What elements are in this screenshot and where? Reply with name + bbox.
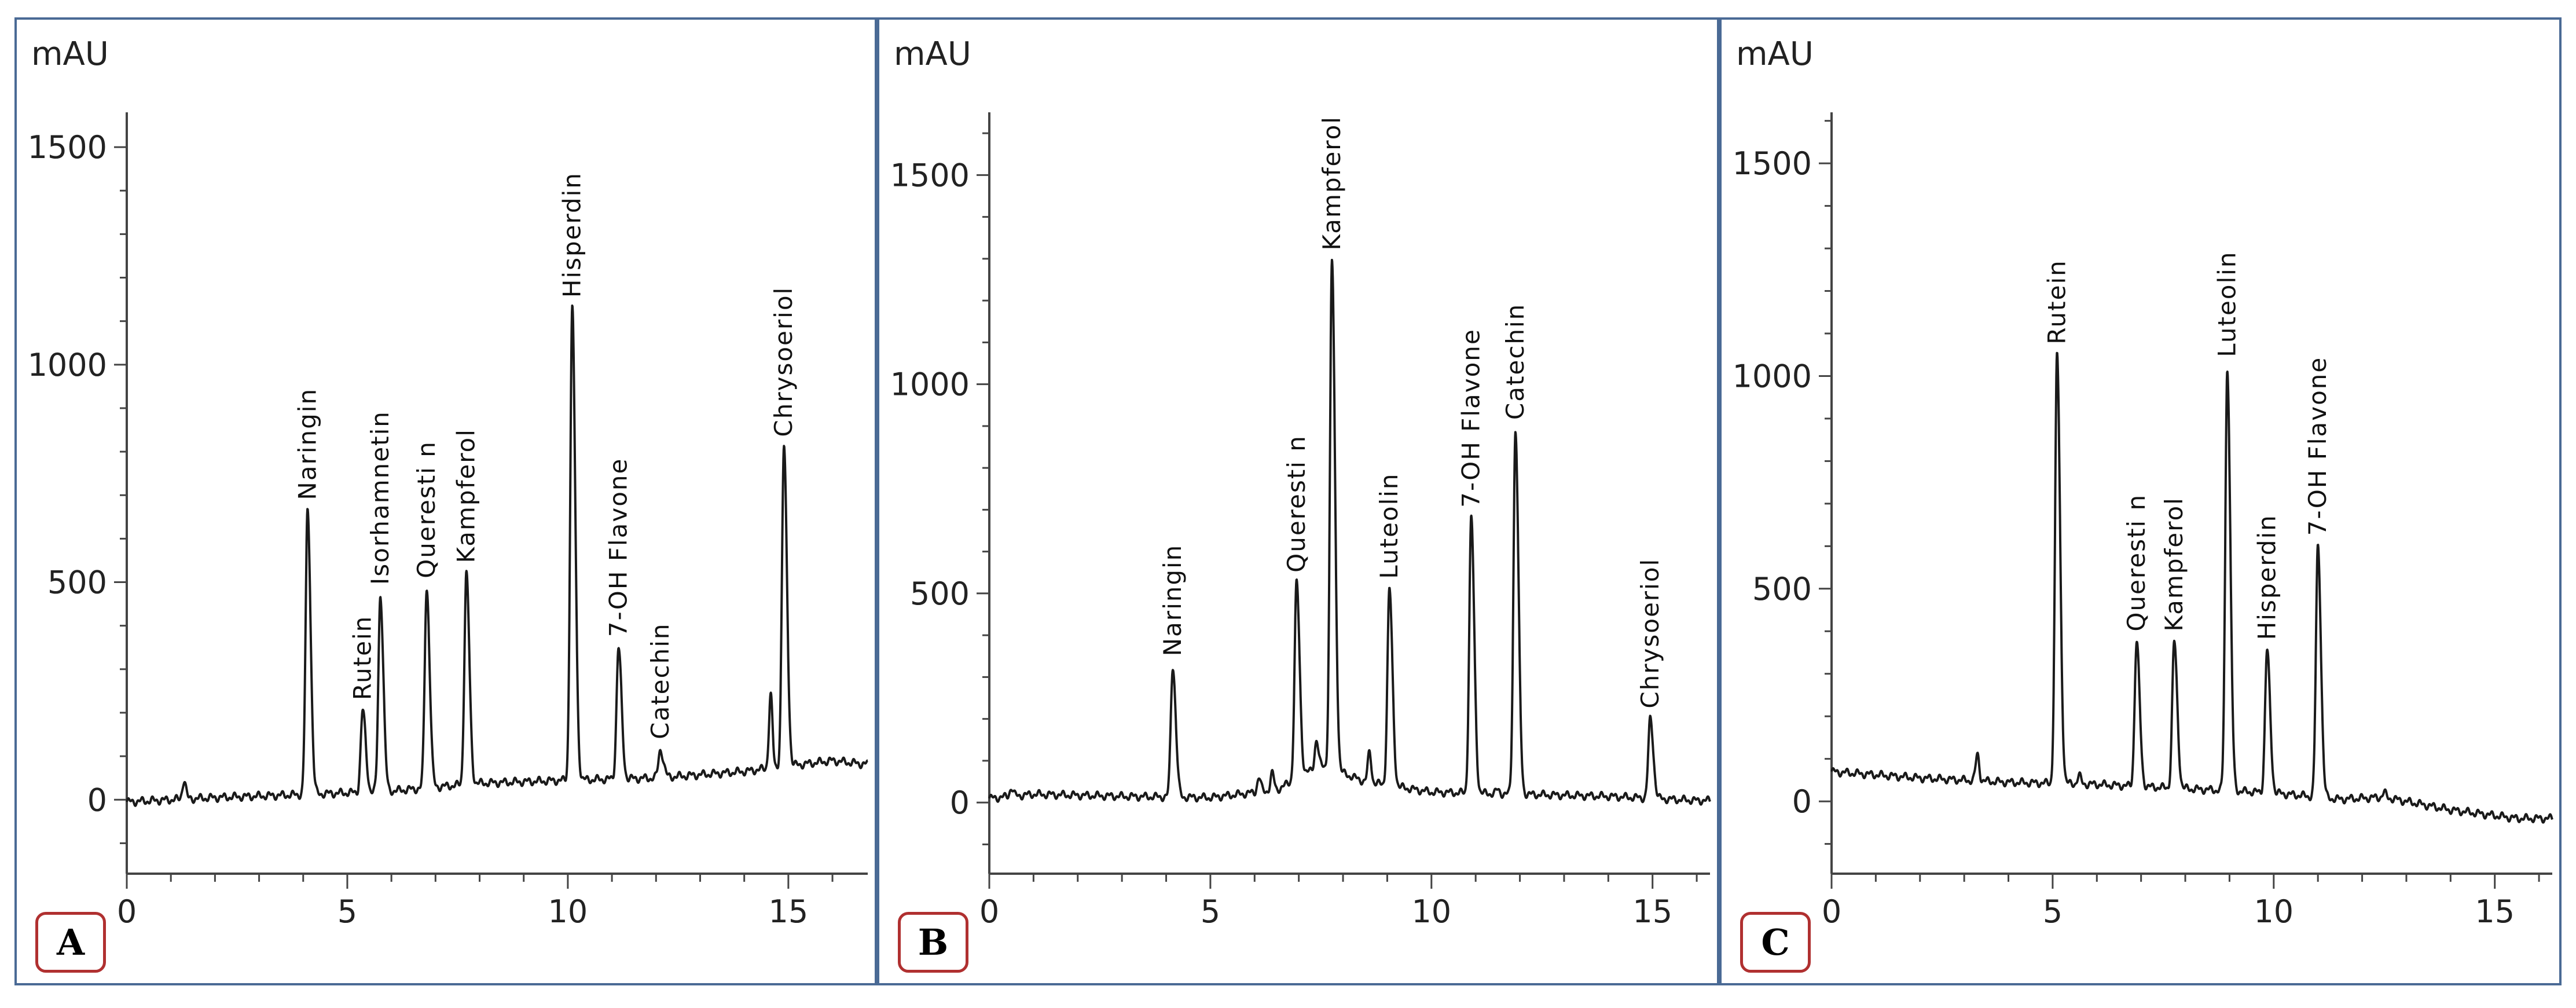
peak-label: Catechin <box>646 622 674 739</box>
peak-label: Hisperdin <box>558 172 586 298</box>
peak-label: Queresti n <box>2122 494 2151 632</box>
y-tick-label: 1500 <box>1733 145 1812 182</box>
peak-label: Catechin <box>1501 303 1529 420</box>
chromatogram-trace <box>988 259 1711 806</box>
chromatogram-b-svg: 0 500 1000 1500 0 5 10 15 mAU Naringin Queresti n K… <box>890 35 1711 930</box>
chromatogram-panel-c: 0 500 1000 1500 0 5 10 15 mAU Rutein Queresti n Kam… <box>1719 17 2562 985</box>
peak-label: Rutein <box>2043 259 2071 344</box>
y-unit-label: mAU <box>1736 35 1814 73</box>
panel-label-a: A <box>35 912 106 973</box>
peak-label: Isorhamnetin <box>366 410 394 585</box>
peak-label: 7-OH Flavone <box>2303 357 2332 536</box>
x-tick-label: 5 <box>2043 893 2063 930</box>
x-tick-label: 0 <box>1822 893 1841 930</box>
x-tick-label: 10 <box>2254 893 2294 930</box>
peak-label: Luteolin <box>2213 251 2241 357</box>
y-tick-label: 500 <box>1752 571 1812 607</box>
x-tick-label: 0 <box>117 893 137 930</box>
y-tick-label: 1000 <box>1733 358 1812 394</box>
y-tick-label: 0 <box>950 785 970 821</box>
y-tick-label: 1500 <box>890 157 970 193</box>
chromatogram-c-svg: 0 500 1000 1500 0 5 10 15 mAU Rutein Queresti n Kam… <box>1733 35 2553 930</box>
x-tick-label: 10 <box>548 893 588 930</box>
x-tick-label: 15 <box>2475 893 2515 930</box>
x-tick-label: 5 <box>1201 893 1220 930</box>
peak-label: Naringin <box>1158 544 1187 657</box>
x-tick-label: 15 <box>1632 893 1672 930</box>
peak-label: Luteolin <box>1375 472 1403 578</box>
x-tick-label: 5 <box>337 893 357 930</box>
chromatogram-trace <box>126 304 869 807</box>
chromatogram-panel-b: 0 500 1000 1500 0 5 10 15 mAU Naringin Queresti n K… <box>877 17 1719 985</box>
x-tick-label: 0 <box>979 893 999 930</box>
peak-label: Kampferol <box>1318 116 1346 250</box>
chromatogram-a-svg: 0 500 1000 1500 0 5 10 15 mAU Naringin Rutein Isorh… <box>28 35 869 930</box>
peak-label: Queresti n <box>412 441 441 578</box>
peak-label: 7-OH Flavone <box>1457 328 1485 508</box>
y-tick-label: 500 <box>47 565 107 601</box>
peak-label: Chrysoeriol <box>769 287 798 437</box>
peak-label: Hisperdin <box>2252 514 2281 640</box>
peak-label: 7-OH Flavone <box>604 458 633 637</box>
y-tick-label: 500 <box>910 576 970 612</box>
peak-label: Queresti n <box>1282 435 1311 573</box>
y-tick-label: 1500 <box>28 129 107 166</box>
peak-label: Naringin <box>293 388 321 500</box>
peak-label: Kampferol <box>2160 497 2188 631</box>
y-tick-label: 0 <box>1792 783 1812 820</box>
peak-label: Rutein <box>348 615 377 701</box>
panel-label-c: C <box>1740 912 1811 973</box>
y-unit-label: mAU <box>894 35 971 73</box>
y-tick-label: 1000 <box>890 366 970 403</box>
x-tick-label: 10 <box>1411 893 1451 930</box>
chromatogram-panel-a: 0 500 1000 1500 0 5 10 15 mAU Naringin Rutein Isorh… <box>14 17 877 985</box>
y-tick-label: 1000 <box>28 347 107 383</box>
y-tick-label: 0 <box>87 782 107 818</box>
chromatogram-trace <box>1830 351 2553 824</box>
peak-label: Kampferol <box>452 428 480 563</box>
y-unit-label: mAU <box>31 35 109 73</box>
peak-label: Chrysoeriol <box>1636 558 1664 709</box>
x-tick-label: 15 <box>768 893 808 930</box>
panel-label-b: B <box>898 912 968 973</box>
